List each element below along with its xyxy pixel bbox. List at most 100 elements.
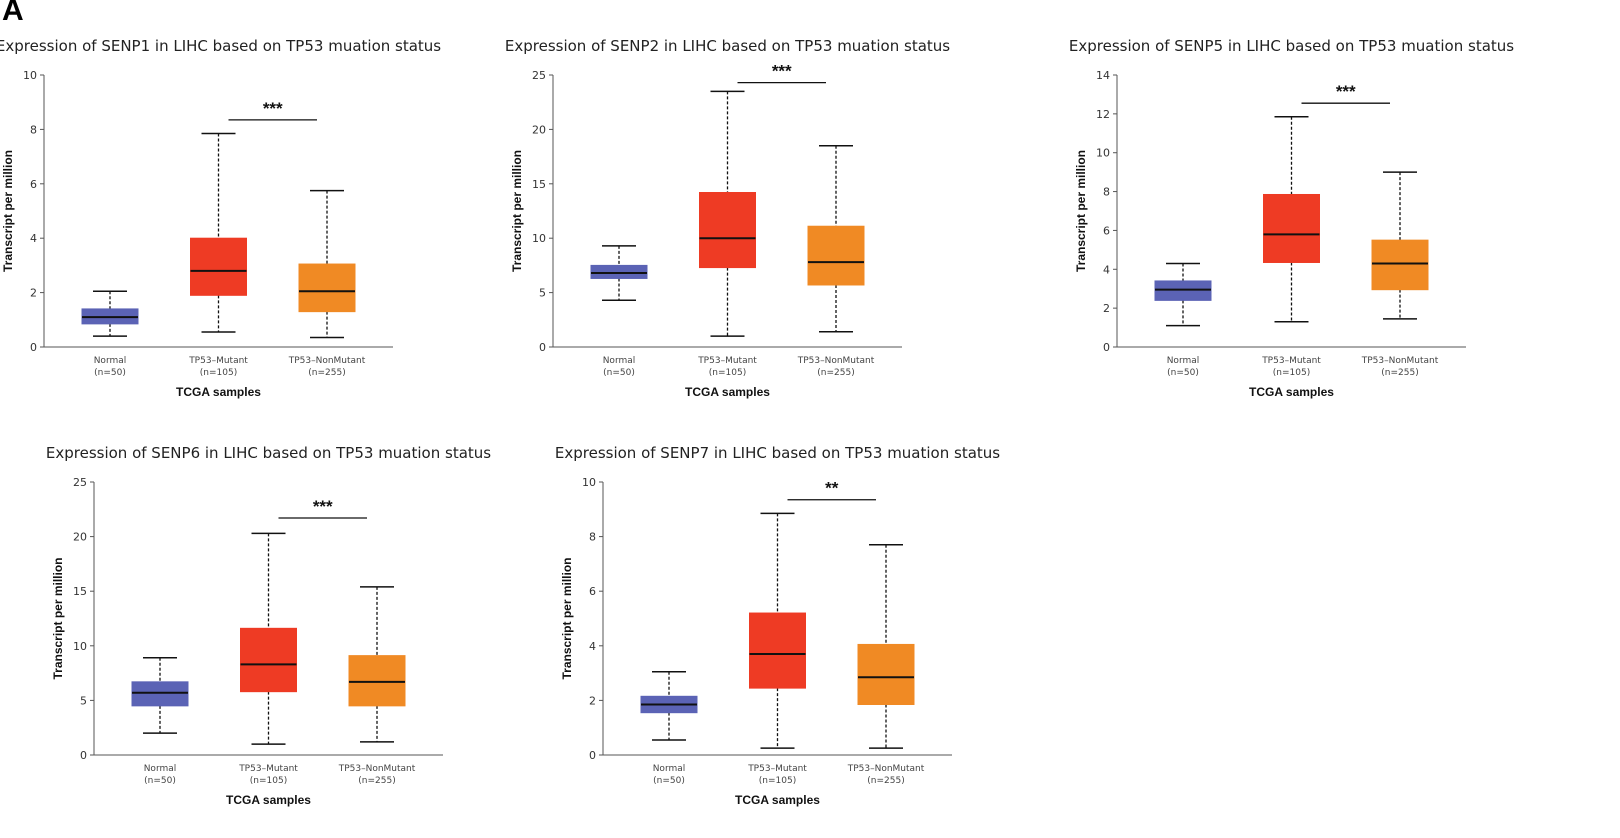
x-category-count: (n=105)	[709, 368, 746, 378]
box-2	[190, 237, 247, 296]
y-tick-label: 6	[589, 585, 596, 598]
y-tick-label: 10	[73, 640, 87, 653]
x-category-label: TP53–NonMutant	[847, 764, 925, 774]
x-category-count: (n=50)	[144, 776, 176, 786]
x-category-count: (n=105)	[200, 368, 237, 378]
y-tick-label: 0	[539, 341, 546, 354]
box-2	[240, 627, 297, 693]
x-category-label: TP53–NonMutant	[797, 356, 875, 366]
y-tick-label: 12	[1096, 108, 1110, 121]
y-tick-label: 4	[589, 640, 596, 653]
x-category-label: Normal	[144, 764, 177, 774]
x-axis-label: TCGA samples	[176, 385, 261, 399]
box-2	[699, 192, 756, 269]
x-category-label: TP53–Mutant	[1261, 356, 1321, 366]
box-3	[298, 263, 356, 313]
y-tick-label: 0	[80, 749, 87, 762]
y-tick-label: 0	[1103, 341, 1110, 354]
x-category-count: (n=105)	[1273, 368, 1310, 378]
box-3	[857, 643, 915, 705]
x-axis-label: TCGA samples	[685, 385, 770, 399]
x-category-label: Normal	[94, 356, 127, 366]
y-tick-label: 20	[73, 531, 87, 544]
significance-label: **	[825, 479, 839, 498]
y-tick-label: 0	[589, 749, 596, 762]
y-tick-label: 0	[30, 341, 37, 354]
y-tick-label: 14	[1096, 69, 1110, 82]
significance-label: ***	[772, 62, 792, 81]
x-category-count: (n=50)	[94, 368, 126, 378]
box-1	[590, 264, 648, 279]
y-tick-label: 20	[532, 123, 546, 136]
chart-title: Expression of SENP2 in LIHC based on TP5…	[505, 37, 950, 55]
y-tick-label: 5	[80, 694, 87, 707]
significance-label: ***	[313, 497, 333, 516]
box-2	[1263, 193, 1320, 263]
y-tick-label: 4	[30, 232, 37, 245]
box-3	[348, 655, 406, 707]
y-tick-label: 8	[1103, 186, 1110, 199]
x-category-count: (n=255)	[817, 368, 854, 378]
y-axis-label: Transcript per million	[1074, 150, 1088, 272]
x-category-count: (n=255)	[1381, 368, 1418, 378]
chart-title: Expression of SENP7 in LIHC based on TP5…	[555, 444, 1000, 462]
x-category-count: (n=105)	[759, 776, 796, 786]
x-axis-label: TCGA samples	[1249, 385, 1334, 399]
y-tick-label: 2	[30, 287, 37, 300]
y-tick-label: 10	[582, 476, 596, 489]
x-category-label: Normal	[1167, 356, 1200, 366]
y-tick-label: 25	[532, 69, 546, 82]
y-tick-label: 10	[23, 69, 37, 82]
x-category-label: TP53–Mutant	[697, 356, 757, 366]
x-axis-label: TCGA samples	[735, 793, 820, 807]
box-3	[807, 225, 865, 286]
significance-label: ***	[263, 99, 283, 118]
y-axis-label: Transcript per million	[560, 557, 574, 679]
y-tick-label: 2	[1103, 302, 1110, 315]
y-tick-label: 10	[532, 232, 546, 245]
box-2	[749, 612, 806, 689]
y-tick-label: 6	[1103, 224, 1110, 237]
x-category-label: Normal	[653, 764, 686, 774]
x-category-count: (n=50)	[603, 368, 635, 378]
x-category-count: (n=255)	[308, 368, 345, 378]
x-axis-label: TCGA samples	[226, 793, 311, 807]
y-tick-label: 25	[73, 476, 87, 489]
panel-label: A	[2, 0, 24, 27]
box-3	[1371, 239, 1429, 291]
y-axis-label: Transcript per million	[510, 150, 524, 272]
y-tick-label: 2	[589, 694, 596, 707]
y-tick-label: 10	[1096, 147, 1110, 160]
x-category-label: TP53–Mutant	[747, 764, 807, 774]
y-tick-label: 4	[1103, 263, 1110, 276]
x-category-label: Normal	[603, 356, 636, 366]
x-category-label: TP53–Mutant	[188, 356, 248, 366]
x-category-count: (n=50)	[1167, 368, 1199, 378]
y-tick-label: 15	[532, 178, 546, 191]
x-category-label: TP53–NonMutant	[338, 764, 416, 774]
x-category-label: TP53–NonMutant	[288, 356, 366, 366]
y-tick-label: 5	[539, 287, 546, 300]
chart-title: Expression of SENP5 in LIHC based on TP5…	[1069, 37, 1514, 55]
y-tick-label: 8	[589, 531, 596, 544]
y-tick-label: 15	[73, 585, 87, 598]
x-category-count: (n=105)	[250, 776, 287, 786]
significance-label: ***	[1336, 82, 1356, 101]
y-tick-label: 8	[30, 123, 37, 136]
y-axis-label: Transcript per million	[51, 557, 65, 679]
x-category-label: TP53–NonMutant	[1361, 356, 1439, 366]
box-1	[131, 681, 189, 707]
y-tick-label: 6	[30, 178, 37, 191]
chart-title: Expression of SENP6 in LIHC based on TP5…	[46, 444, 491, 462]
x-category-label: TP53–Mutant	[238, 764, 298, 774]
chart-title: Expression of SENP1 in LIHC based on TP5…	[0, 37, 441, 55]
y-axis-label: Transcript per million	[1, 150, 15, 272]
x-category-count: (n=255)	[358, 776, 395, 786]
x-category-count: (n=50)	[653, 776, 685, 786]
x-category-count: (n=255)	[867, 776, 904, 786]
